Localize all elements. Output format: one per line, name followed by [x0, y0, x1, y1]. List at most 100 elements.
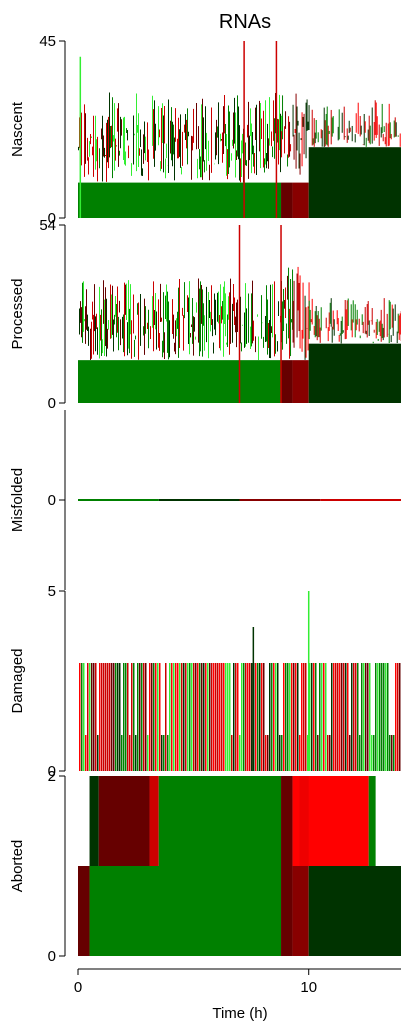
damaged-bar: [121, 735, 123, 771]
damaged-bar: [263, 663, 265, 771]
damaged-bar: [323, 663, 325, 771]
processed-segment: [292, 266, 310, 403]
damaged-bar: [117, 663, 119, 771]
damaged-bar: [349, 735, 351, 771]
panel-damaged: 0 5 Damaged: [9, 583, 401, 780]
damaged-bar: [169, 663, 171, 771]
damaged-bar: [369, 663, 371, 771]
damaged-bar: [359, 735, 361, 771]
damaged-bar: [81, 663, 83, 771]
damaged-bar: [171, 663, 173, 771]
damaged-bar: [395, 663, 397, 771]
aborted-block: [308, 866, 401, 956]
damaged-bar: [341, 663, 343, 771]
damaged-bar: [275, 663, 277, 771]
damaged-bar: [329, 735, 331, 771]
damaged-bar: [203, 663, 205, 771]
processed-y-axis-title: Processed: [9, 279, 26, 350]
damaged-bar: [219, 663, 221, 771]
damaged-bar: [161, 735, 163, 771]
damaged-bar: [231, 735, 233, 771]
aborted-block: [89, 866, 282, 956]
damaged-bar: [89, 663, 91, 771]
damaged-bar: [139, 663, 141, 771]
damaged-bar: [381, 663, 383, 771]
damaged-bar: [191, 663, 193, 771]
damaged-bar: [399, 663, 401, 771]
aborted-y-tick-label: 2: [48, 768, 56, 785]
damaged-bar: [283, 663, 285, 771]
damaged-bar: [273, 663, 275, 771]
nascent-y-tick-label: 0: [48, 210, 56, 227]
damaged-bar: [321, 663, 323, 771]
damaged-bar: [257, 663, 259, 771]
damaged-bar: [113, 663, 115, 771]
damaged-bar: [343, 663, 345, 771]
aborted-y-axis-title: Aborted: [9, 840, 26, 893]
damaged-bar: [95, 663, 97, 771]
damaged-bar: [251, 663, 253, 771]
damaged-bar: [177, 663, 179, 771]
damaged-bar: [167, 735, 169, 771]
damaged-bar: [315, 663, 317, 771]
damaged-bar: [221, 663, 223, 771]
damaged-bar: [83, 663, 85, 771]
damaged-bar: [249, 663, 251, 771]
damaged-bar: [271, 663, 273, 771]
aborted-block: [158, 776, 282, 866]
damaged-bar: [267, 735, 269, 771]
damaged-bar: [181, 663, 183, 771]
damaged-bar: [335, 663, 337, 771]
damaged-bar: [363, 663, 365, 771]
damaged-bar: [163, 735, 165, 771]
damaged-bar: [207, 663, 209, 771]
damaged-bar: [201, 663, 203, 771]
damaged-bar: [235, 663, 237, 771]
damaged-bar: [187, 663, 189, 771]
damaged-bar: [307, 735, 309, 771]
processed-fill: [281, 360, 293, 403]
processed-fill: [292, 360, 309, 403]
damaged-bar: [325, 663, 327, 771]
damaged-y-axis-title: Damaged: [9, 648, 26, 713]
damaged-bar: [195, 663, 197, 771]
nascent-segment: [292, 93, 310, 218]
damaged-bar: [127, 663, 129, 771]
damaged-bar: [217, 663, 219, 771]
damaged-bar: [265, 735, 267, 771]
nascent-y-tick-label: 45: [39, 33, 56, 50]
damaged-bar: [293, 663, 295, 771]
damaged-bar: [183, 663, 185, 771]
damaged-bar: [199, 663, 201, 771]
damaged-bar: [151, 663, 153, 771]
aborted-y-tick-label: 0: [48, 948, 56, 965]
damaged-bar: [197, 663, 199, 771]
panel-misfolded: 0 Misfolded: [9, 410, 401, 590]
panel-nascent: 0 45 Nascent: [9, 33, 401, 227]
damaged-bar: [109, 663, 111, 771]
nascent-y-axis-title: Nascent: [9, 101, 26, 157]
aborted-block: [368, 776, 376, 866]
damaged-bar: [247, 663, 249, 771]
damaged-bar: [141, 663, 143, 771]
x-axis-title: Time (h): [212, 1005, 267, 1022]
damaged-bar: [103, 663, 105, 771]
nascent-segment: [308, 100, 401, 218]
damaged-bar: [165, 663, 167, 771]
damaged-bar: [385, 663, 387, 771]
nascent-segment: [281, 95, 293, 218]
damaged-bar: [327, 735, 329, 771]
damaged-bar: [153, 663, 155, 771]
damaged-bar: [387, 663, 389, 771]
damaged-bar: [211, 663, 213, 771]
aborted-block: [292, 866, 309, 956]
damaged-bar: [237, 663, 239, 771]
aborted-block: [149, 776, 159, 866]
nascent-fill: [281, 182, 293, 218]
damaged-bar: [281, 735, 283, 771]
damaged-bar: [367, 663, 369, 771]
damaged-bar: [279, 735, 281, 771]
damaged-bar: [339, 663, 341, 771]
damaged-bar: [377, 663, 379, 771]
